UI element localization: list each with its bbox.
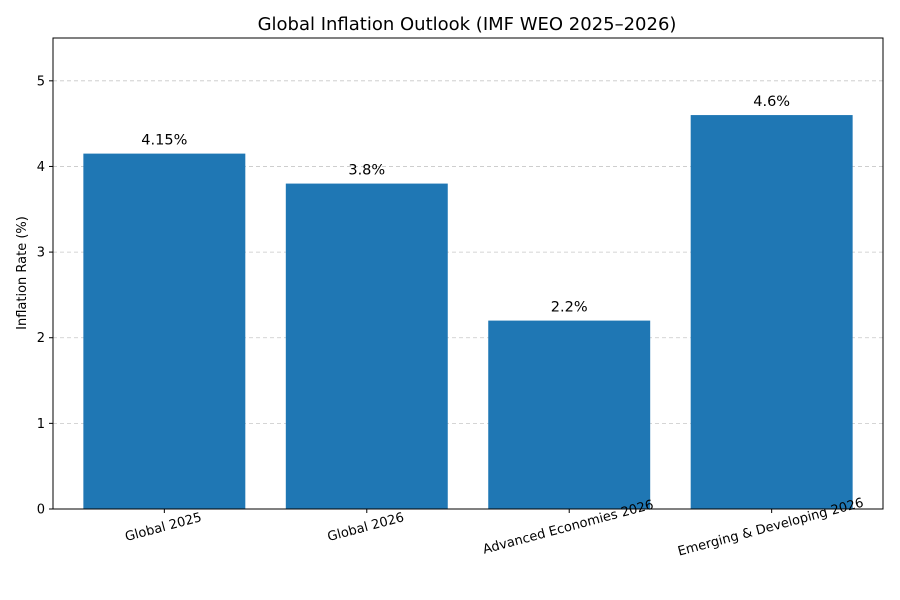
plot-frame (52, 37, 884, 510)
y-tick-label: 2 (37, 331, 45, 346)
x-tick-label: Global 2025 (123, 510, 203, 545)
y-axis-ticks: 0 1 2 3 4 5 (37, 74, 53, 518)
gridlines (53, 80, 883, 424)
bar-value-label: 3.8% (348, 163, 385, 179)
bar-value-label: 4.6% (753, 94, 790, 110)
bar (488, 320, 651, 509)
y-tick-label: 3 (37, 246, 45, 261)
y-tick-label: 0 (37, 503, 45, 518)
bar (285, 183, 448, 509)
chart-title: Global Inflation Outlook (IMF WEO 2025–2… (258, 14, 677, 35)
data-labels: 4.15% 3.8% 2.2% 4.6% (141, 94, 790, 316)
bar-value-label: 4.15% (141, 133, 187, 149)
bar (690, 115, 853, 509)
y-tick-label: 1 (37, 417, 45, 432)
bar-value-label: 2.2% (551, 300, 588, 316)
bar (83, 153, 246, 510)
y-tick-label: 4 (37, 160, 45, 175)
y-axis-label: Inflation Rate (%) (15, 216, 30, 330)
y-tick-label: 5 (37, 74, 45, 89)
bars (83, 115, 853, 510)
x-tick-label: Global 2026 (326, 510, 406, 545)
